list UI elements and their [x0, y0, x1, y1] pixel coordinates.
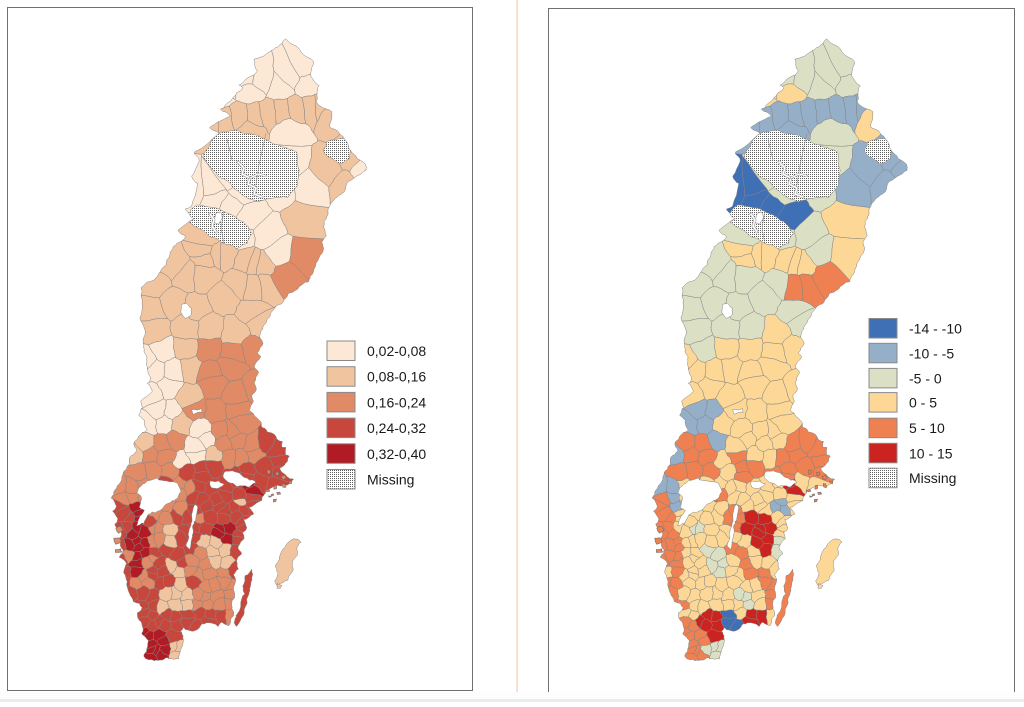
svg-text:Missing: Missing — [909, 470, 956, 486]
svg-text:0,08-0,16: 0,08-0,16 — [367, 369, 426, 385]
svg-text:-14 - -10: -14 - -10 — [909, 321, 962, 337]
svg-text:-10 - -5: -10 - -5 — [909, 345, 954, 361]
svg-text:Missing: Missing — [367, 472, 414, 488]
svg-text:0 - 5: 0 - 5 — [909, 395, 937, 411]
svg-text:0,32-0,40: 0,32-0,40 — [367, 446, 426, 462]
svg-text:0,24-0,32: 0,24-0,32 — [367, 420, 426, 436]
svg-text:10 - 15: 10 - 15 — [909, 445, 953, 461]
svg-text:0,16-0,24: 0,16-0,24 — [367, 394, 426, 410]
svg-text:-5 - 0: -5 - 0 — [909, 370, 942, 386]
svg-text:0,02-0,08: 0,02-0,08 — [367, 343, 426, 359]
svg-text:5 - 10: 5 - 10 — [909, 420, 945, 436]
